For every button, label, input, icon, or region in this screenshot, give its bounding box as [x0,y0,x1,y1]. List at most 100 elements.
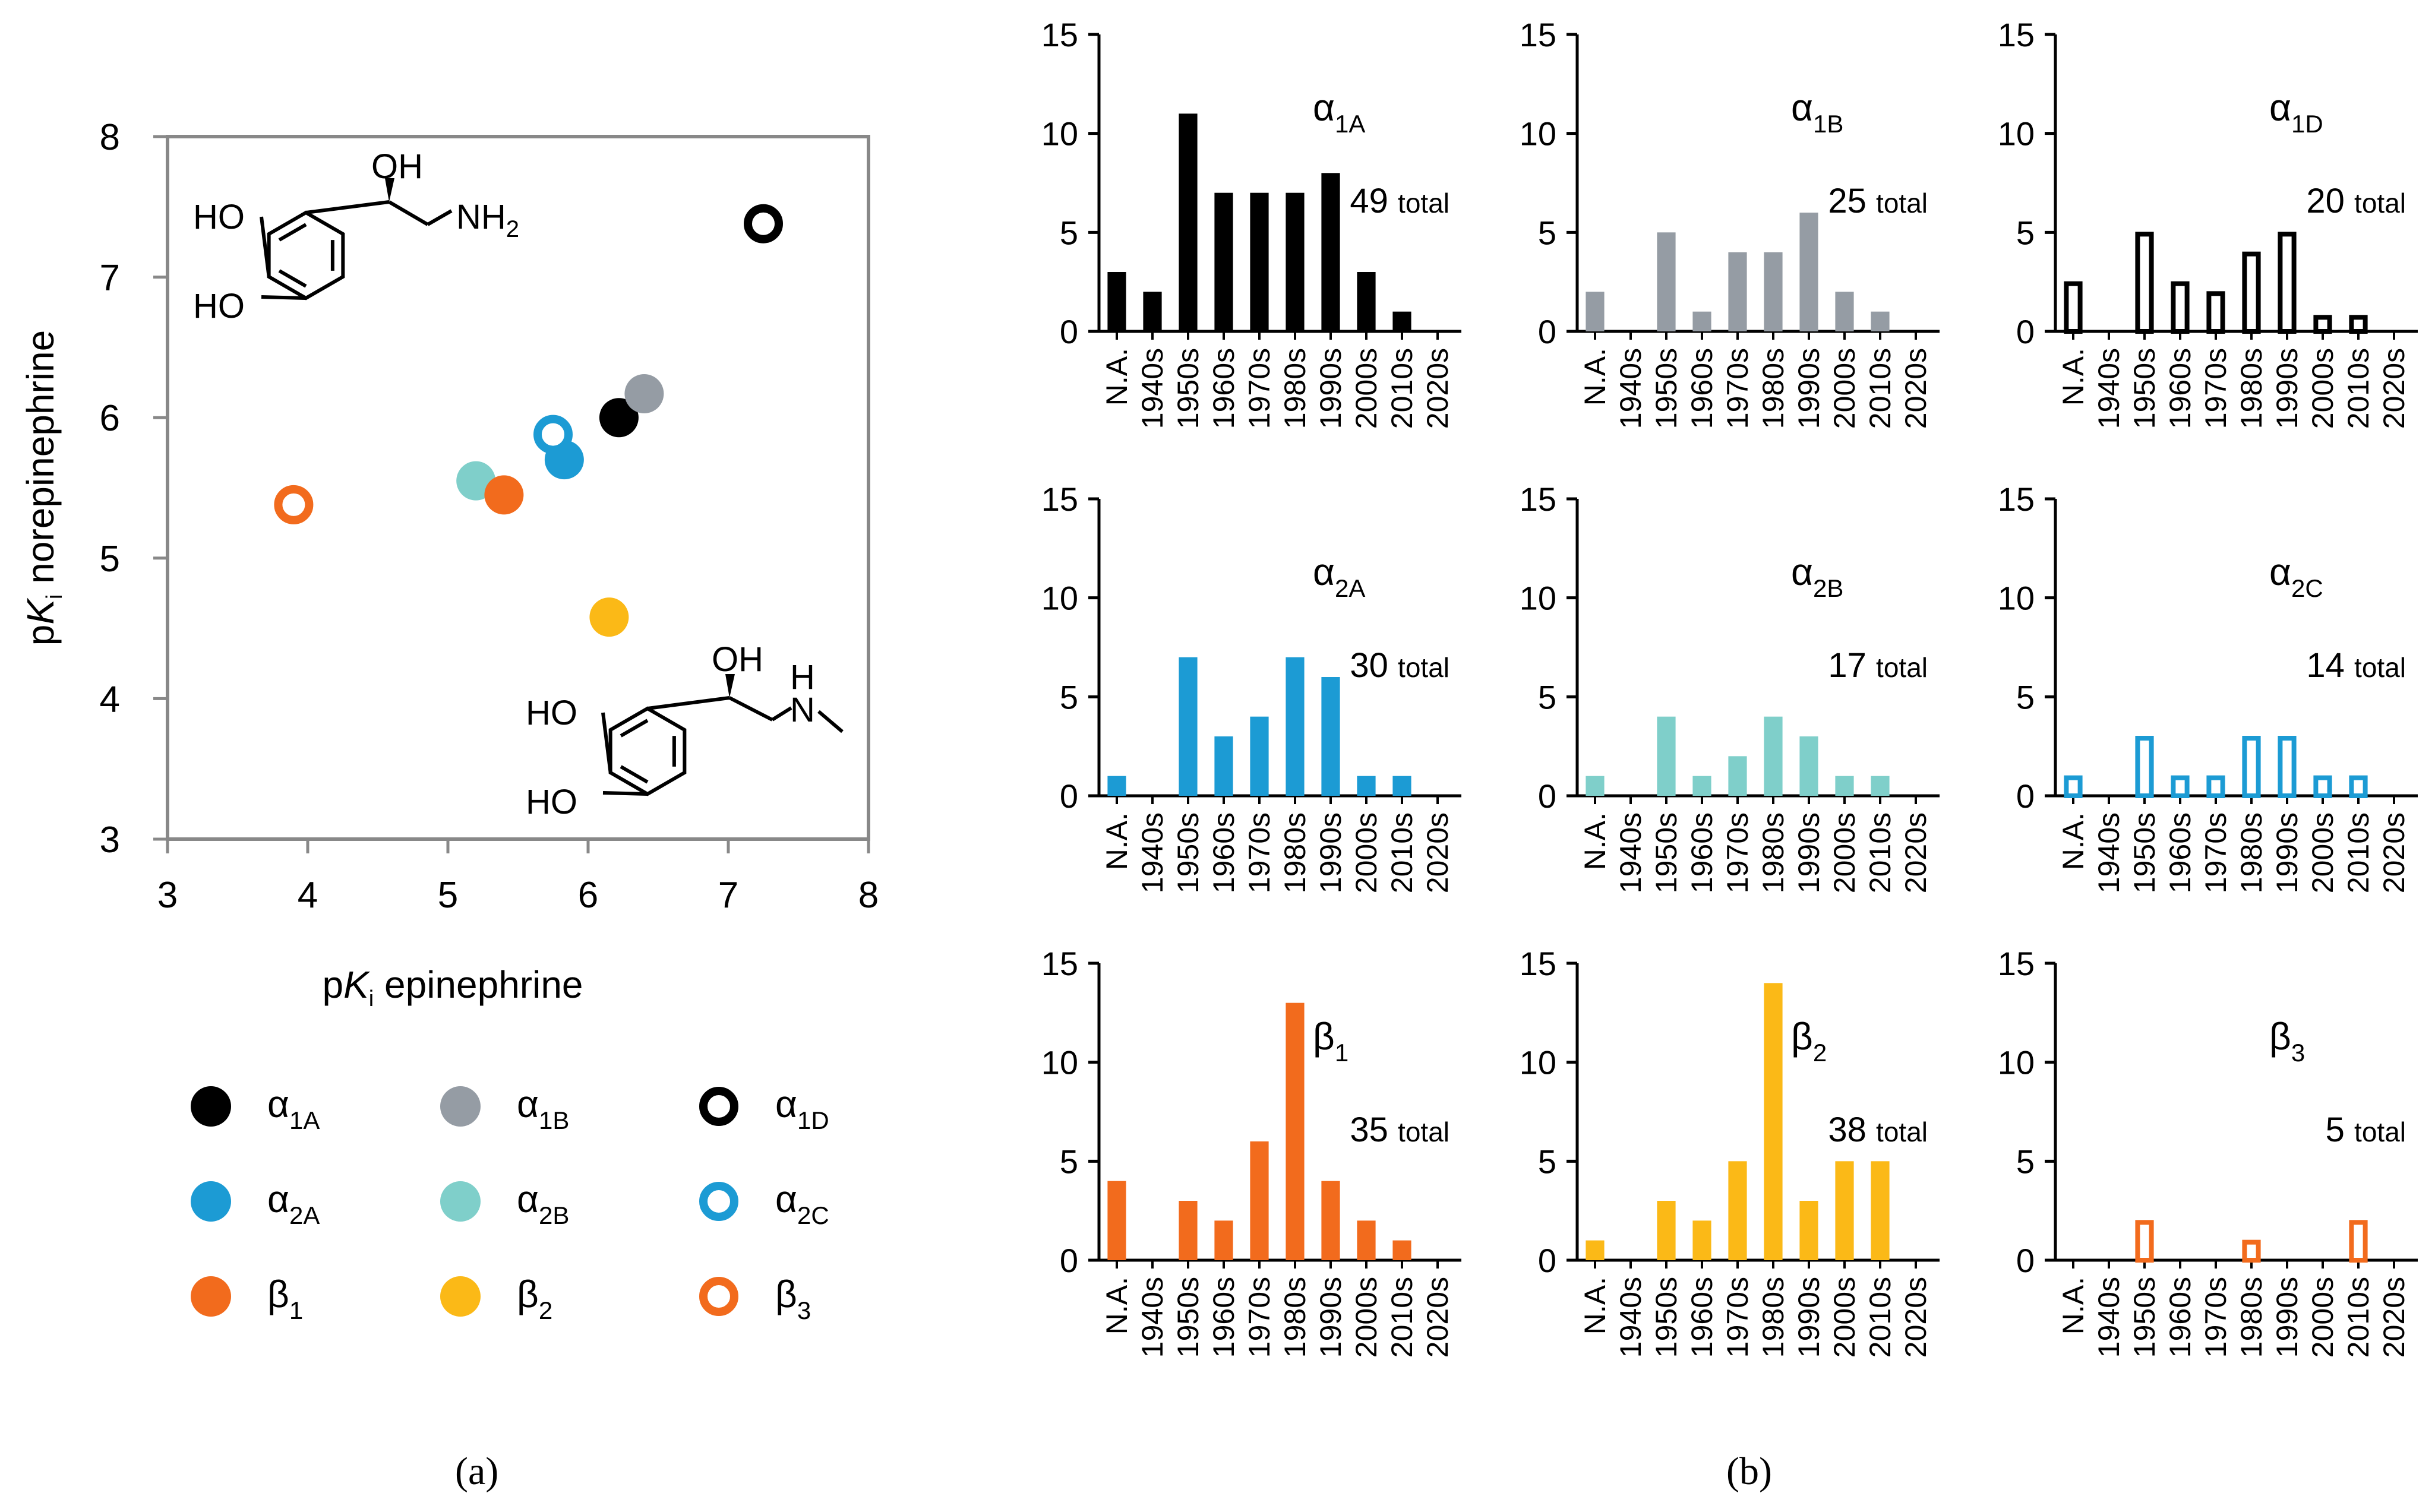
y-tick-label: 10 [1998,580,2035,617]
legend-label-alpha-1d: α1D [775,1083,829,1134]
y-tick-label: 0 [1538,1242,1556,1279]
x-tick-label-2020s: 2020s [1899,348,1932,429]
x-tick-label-2020s: 2020s [1899,812,1932,893]
x-tick-label-2010s: 2010s [1864,1277,1897,1358]
legend-label-alpha-2b: α2B [517,1178,569,1229]
y-tick-label: 5 [1538,214,1556,251]
histogram-title: α1D [2269,86,2323,138]
bar-1950s [1657,716,1676,796]
y-tick-label: 10 [1520,580,1556,617]
legend-marker-alpha-2b [440,1181,481,1222]
bar-1970s [2206,291,2225,334]
bar-1960s [2171,775,2190,798]
x-tick-label-na: N.A. [1578,348,1612,406]
x-tick-label-2020s: 2020s [2377,1277,2411,1358]
x-tick-label-1970s: 1970s [1721,812,1754,893]
y-tick-label: 0 [1538,777,1556,815]
epinephrine-n: N [790,691,815,729]
double-bond [278,223,307,242]
bar-1970s [1250,716,1269,796]
x-tick-label-1980s: 1980s [2235,348,2268,429]
y-tick-label: 0 [1060,1242,1078,1279]
bar-na [1586,776,1605,796]
bond [261,295,307,300]
x-tick-label-1980s: 1980s [1278,348,1312,429]
x-tick-label-1960s: 1960s [1207,348,1240,429]
x-tick-label-2010s: 2010s [2342,1277,2375,1358]
x-tick-label-1980s: 1980s [2235,812,2268,893]
norepinephrine-ho-bottom: HO [193,287,245,325]
y-tick-label: 4 [100,679,120,720]
bar-2010s [1392,1240,1411,1260]
bar-1950s [1179,657,1198,796]
bar-1940s [1143,292,1162,331]
bar-1970s [1728,1161,1747,1260]
x-tick-label-1990s: 1990s [1792,1277,1826,1358]
scatter-plot: 3 4 5 6 7 8 3 4 5 6 7 8 pKi epinephrine pKi norepinep… [19,117,879,1011]
x-tick-label-1960s: 1960s [2164,812,2197,893]
bar-na [1107,1181,1126,1260]
histogram-total: 25 total [1828,182,1928,220]
x-tick-label-1960s: 1960s [1207,812,1240,893]
y-tick-label: 0 [2016,1242,2035,1279]
norepinephrine-amine: NH2 [456,198,519,242]
bar-1960s [2171,281,2190,334]
x-tick-label: 5 [438,875,458,916]
bar-1980s [1764,983,1783,1260]
x-tick-label-na: N.A. [2057,348,2090,406]
histogram-beta-1: 0 5 10 15 N.A. 1940s 1950s 1960s 1970s 1980s 1990s… [1041,945,1461,1358]
bond [771,706,792,722]
histogram-total: 38 total [1828,1111,1928,1149]
y-tick-label: 15 [1041,16,1078,53]
y-tick-label: 15 [1520,945,1556,982]
norepinephrine-oh: OH [371,147,423,186]
bar-2000s [1357,272,1376,331]
x-tick-label-1970s: 1970s [1721,348,1754,429]
x-tick-label-1990s: 1990s [1792,348,1826,429]
bar-1980s [1764,716,1783,796]
x-tick-label-1950s: 1950s [1650,348,1683,429]
bar-1960s [1214,1220,1233,1260]
y-tick-label: 10 [1041,580,1078,617]
bar-na [1586,292,1605,331]
y-tick-label: 15 [1520,480,1556,518]
bar-1970s [1728,756,1747,796]
x-tick-label-1940s: 1940s [1614,1277,1647,1358]
x-tick-label-1950s: 1950s [1171,348,1205,429]
legend-marker-alpha-2c [699,1182,738,1221]
panel-label-b: (b) [1726,1450,1772,1493]
y-axis-label: pKi norepinephrine [19,330,67,646]
bar-1960s [1692,776,1711,796]
bar-2000s [1835,1161,1854,1260]
point-alpha-1d [744,204,783,243]
epinephrine-oh: OH [712,640,763,679]
x-tick-label-1940s: 1940s [1136,812,1169,893]
x-tick-label-2020s: 2020s [1899,1277,1932,1358]
y-tick-label: 5 [100,539,120,580]
y-tick-label: 0 [1060,313,1078,350]
x-tick-label-1990s: 1990s [2270,348,2304,429]
x-tick-label-na: N.A. [1578,812,1612,870]
legend-label-alpha-2a: α2A [267,1178,320,1229]
y-tick-label: 0 [1060,777,1078,815]
legend-marker-alpha-1b [440,1086,481,1127]
x-tick-label-1960s: 1960s [1685,1277,1719,1358]
x-tick-label-2000s: 2000s [2306,812,2339,893]
bar-1990s [2278,736,2297,798]
bar-1980s [1286,1002,1305,1260]
x-tick-label-2000s: 2000s [1350,812,1383,893]
x-tick-label-2010s: 2010s [1385,348,1419,429]
y-tick-label: 10 [1041,1044,1078,1081]
x-tick-label-na: N.A. [1100,348,1133,406]
bar-2010s [2349,315,2368,334]
epinephrine-ho-top: HO [526,694,577,732]
bar-2000s [2313,775,2332,798]
double-bond [620,719,649,738]
legend-label-beta-3: β3 [775,1273,811,1324]
histogram-total: 5 total [2326,1111,2406,1149]
legend-label-alpha-2c: α2C [775,1178,829,1229]
x-tick-label-1960s: 1960s [2164,1277,2197,1358]
x-tick-label-1980s: 1980s [1757,1277,1790,1358]
x-tick-label: 4 [298,875,318,916]
y-tick-label: 15 [1998,480,2035,518]
